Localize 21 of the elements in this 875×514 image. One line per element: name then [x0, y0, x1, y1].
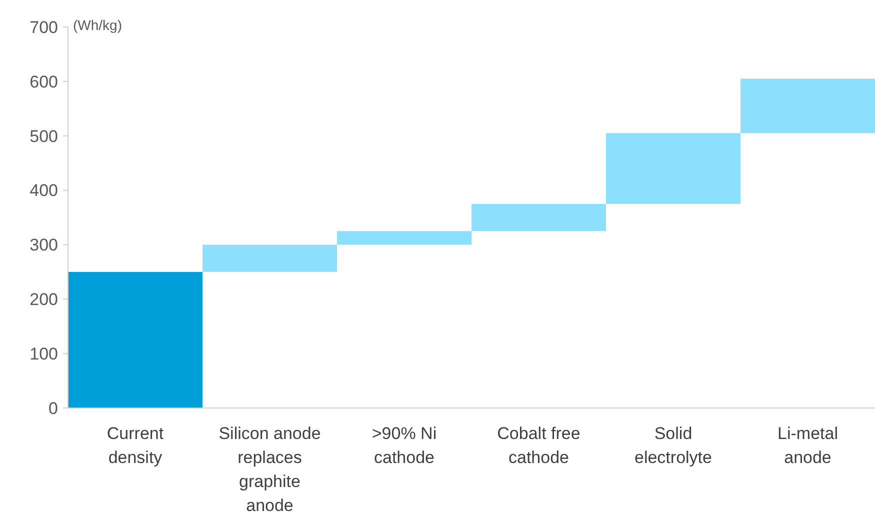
x-tick-label: Solid electrolyte	[634, 424, 712, 467]
y-tick-label: 100	[30, 344, 58, 364]
bar	[472, 204, 606, 232]
y-tick-label: 400	[30, 181, 58, 200]
bar	[68, 272, 202, 408]
y-tick-label: 600	[30, 72, 58, 92]
x-tick-label: >90% Ni cathode	[372, 424, 437, 467]
bar	[740, 78, 875, 134]
y-tick-label: 300	[30, 236, 58, 255]
y-axis-title: (Wh/kg)	[73, 16, 122, 33]
y-tick-label: 200	[30, 290, 58, 310]
bar	[606, 133, 740, 204]
y-tick-label: 500	[30, 126, 58, 146]
y-tick-label: 700	[30, 18, 58, 37]
x-tick-label: Cobalt free cathode	[497, 424, 580, 467]
y-tick-label: 0	[48, 398, 58, 418]
bar	[337, 231, 472, 245]
bar	[202, 244, 337, 272]
x-tick-label: Current density	[106, 424, 164, 467]
x-tick-label: Li-metal anode	[778, 424, 838, 467]
x-tick-label: Silicon anode replaces graphite anode	[218, 424, 321, 514]
